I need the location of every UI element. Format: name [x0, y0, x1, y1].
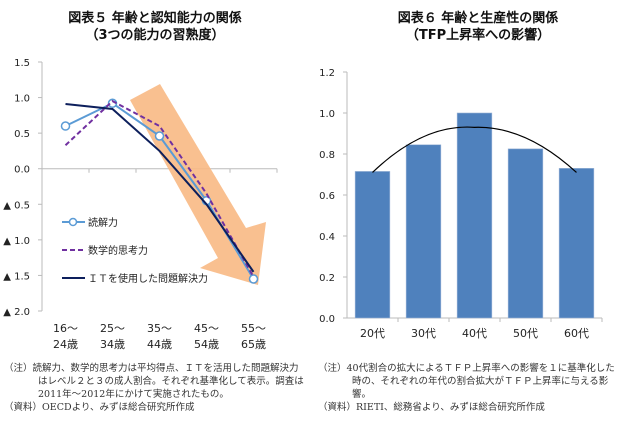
chart1-x-tick-label: 34歳	[100, 338, 125, 351]
chart1-x-tick-label: 54歳	[194, 338, 219, 351]
chart1-y-tick-label: 1.5	[14, 58, 30, 69]
chart2-y-tick-label: 0.0	[319, 314, 335, 325]
chart2-x-tick-label: 20代	[360, 327, 385, 340]
chart2-x-tick-label: 30代	[411, 327, 436, 340]
chart1-y-tick-label: 0.0	[14, 165, 30, 176]
chart2-subtitle: （TFP上昇率への影響）	[405, 28, 551, 43]
chart1-series-line	[64, 99, 255, 278]
chart1-x-tick-label: 65歳	[241, 338, 266, 351]
chart2-y-tick-label: 1.0	[319, 109, 335, 120]
chart2-bar	[558, 168, 595, 319]
chart1-x-tick-label: 25～	[100, 322, 125, 335]
chart1-y-tick-label: 1.0	[14, 94, 30, 105]
chart1-y-tick-label: ▲ 2.0	[3, 307, 30, 318]
chart2-title: 図表６ 年齢と生産性の関係 （TFP上昇率への影響）	[318, 10, 638, 44]
chart1-title: 図表５ 年齢と認知能力の関係 （3つの能力の習熟度）	[0, 10, 310, 44]
chart1-data-point	[60, 121, 71, 131]
chart2-y-tick-label: 0.6	[319, 191, 335, 202]
note-left-2: （資料）OECDより、みずほ総合研究所作成	[4, 402, 195, 413]
chart2-x-tick-label: 50代	[513, 327, 538, 340]
legend-label: 読解力	[88, 216, 118, 229]
chart1-x-tick-label: 35～	[147, 322, 172, 335]
chart2-y-tick-label: 0.8	[319, 150, 335, 161]
legend-label: 数学的思考力	[88, 244, 148, 257]
legend-label: ＩＴを使用した問題解決力	[88, 272, 208, 285]
chart2-trend-curve	[372, 126, 577, 173]
chart2-bar	[507, 148, 544, 319]
chart1-data-point	[248, 274, 259, 284]
chart1-data-point	[154, 131, 165, 141]
chart1-subtitle: （3つの能力の習熟度）	[85, 28, 225, 43]
chart2-y-tick-label: 1.2	[319, 68, 335, 79]
chart1-y-tick-label: ▲ 1.5	[3, 271, 30, 282]
chart1-series-line	[65, 102, 255, 273]
chart1-x-tick-label: 16～	[53, 322, 78, 335]
chart2-x-tick-label: 60代	[564, 327, 589, 340]
note-right-2: （資料）RIETI、総務省より、みずほ総合研究所作成	[318, 402, 545, 413]
chart2-bar	[354, 171, 391, 319]
chart2-bar	[456, 112, 493, 319]
notes-left: （注）読解力、数学的思考力は平均得点、ＩＴを活用した問題解決力はレベル２と３の成…	[4, 362, 304, 414]
chart1-y-tick-label: 0.5	[14, 129, 30, 140]
legend-marker	[68, 217, 78, 227]
note-right-1: （注）40代割合の拡大によるＴＦＰ上昇率への影響を１に基準化した時の、それぞれの…	[318, 363, 615, 400]
chart2-bar	[405, 144, 442, 319]
chart1-y-tick-label: ▲ 1.0	[3, 236, 30, 247]
trend-arrow-icon	[130, 84, 266, 285]
chart1-y-tick-label: ▲ 0.5	[3, 200, 30, 211]
note-left-1: （注）読解力、数学的思考力は平均得点、ＩＴを活用した問題解決力はレベル２と３の成…	[4, 363, 304, 400]
chart1-x-tick-label: 45～	[194, 322, 219, 335]
chart2-x-tick-label: 40代	[462, 327, 487, 340]
chart1-x-tick-label: 44歳	[147, 338, 172, 351]
chart2-y-tick-label: 0.4	[319, 232, 335, 243]
chart1-x-tick-label: 55～	[241, 322, 266, 335]
chart2-y-tick-label: 0.2	[319, 273, 335, 284]
notes-right: （注）40代割合の拡大によるＴＦＰ上昇率への影響を１に基準化した時の、それぞれの…	[318, 362, 618, 414]
chart1-title-text: 図表５ 年齢と認知能力の関係	[68, 11, 242, 26]
chart1-x-tick-label: 24歳	[53, 338, 78, 351]
chart2-title-text: 図表６ 年齢と生産性の関係	[397, 11, 559, 26]
